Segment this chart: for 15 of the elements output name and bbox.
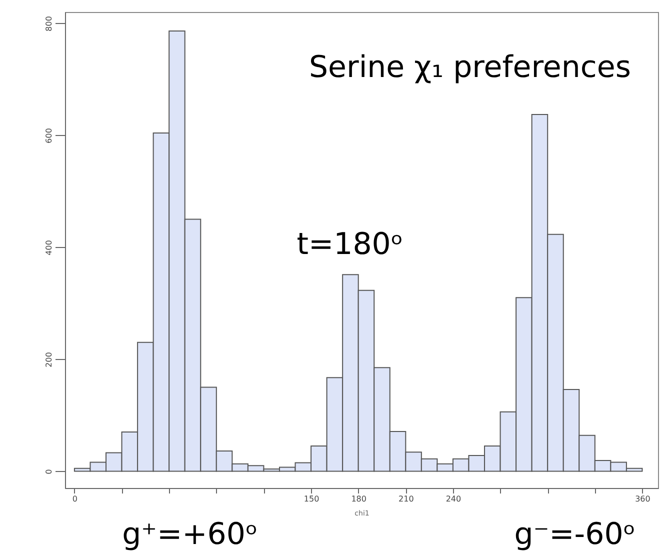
x-tick-label: 210: [398, 494, 414, 504]
x-tick-label: 180: [351, 494, 366, 504]
y-tick-label: 0: [44, 469, 54, 474]
x-tick-label: 240: [446, 494, 462, 504]
text: g⁺=+60ᵒ: [122, 517, 258, 552]
y-tick-label: 600: [44, 128, 54, 144]
annotation: Serine χ₁ preferences: [309, 50, 631, 85]
x-tick-label: 150: [304, 494, 320, 504]
y-tick-label: 400: [44, 240, 54, 256]
x-tick-label: 360: [635, 494, 650, 504]
y-tick-label: 200: [44, 352, 54, 368]
x-tick-label: 0: [72, 494, 78, 504]
annotation: t=180ᵒ: [296, 227, 404, 262]
text: g⁻=-60ᵒ: [514, 517, 636, 552]
y-tick-label: 800: [44, 16, 54, 32]
